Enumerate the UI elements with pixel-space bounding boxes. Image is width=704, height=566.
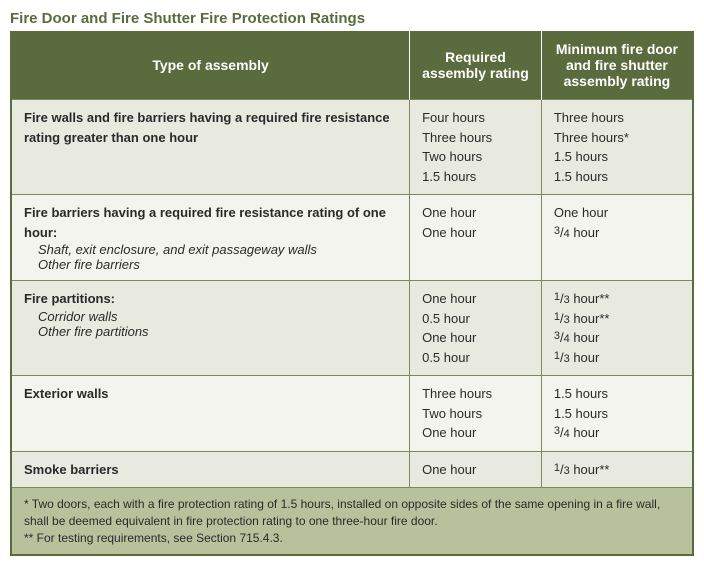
cell-minimum: 1/3 hour** bbox=[541, 451, 693, 488]
cell-required: Three hoursTwo hoursOne hour bbox=[410, 376, 542, 452]
cell-type: Fire walls and fire barriers having a re… bbox=[11, 100, 410, 195]
header-required: Required assembly rating bbox=[410, 31, 542, 100]
cell-required: Four hoursThree hoursTwo hours1.5 hours bbox=[410, 100, 542, 195]
table-row: Fire walls and fire barriers having a re… bbox=[11, 100, 693, 195]
cell-minimum: 1.5 hours1.5 hours3/4 hour bbox=[541, 376, 693, 452]
table-row: Fire partitions:Corridor wallsOther fire… bbox=[11, 281, 693, 376]
cell-type: Fire partitions:Corridor wallsOther fire… bbox=[11, 281, 410, 376]
ratings-table: Type of assembly Required assembly ratin… bbox=[10, 31, 694, 556]
cell-type: Fire barriers having a required fire res… bbox=[11, 195, 410, 281]
cell-minimum: Three hoursThree hours*1.5 hours1.5 hour… bbox=[541, 100, 693, 195]
table-row: Fire barriers having a required fire res… bbox=[11, 195, 693, 281]
header-minimum: Minimum fire door and fire shutter assem… bbox=[541, 31, 693, 100]
cell-required: One hour0.5 hourOne hour0.5 hour bbox=[410, 281, 542, 376]
table-row: Smoke barriersOne hour1/3 hour** bbox=[11, 451, 693, 488]
table-title: Fire Door and Fire Shutter Fire Protecti… bbox=[10, 10, 694, 27]
cell-minimum: 1/3 hour**1/3 hour**3/4 hour1/3 hour bbox=[541, 281, 693, 376]
cell-required: One hour bbox=[410, 451, 542, 488]
footnotes-cell: * Two doors, each with a fire protection… bbox=[11, 488, 693, 556]
cell-type: Smoke barriers bbox=[11, 451, 410, 488]
cell-required: One hourOne hour bbox=[410, 195, 542, 281]
footnotes-row: * Two doors, each with a fire protection… bbox=[11, 488, 693, 556]
cell-minimum: One hour3/4 hour bbox=[541, 195, 693, 281]
cell-type: Exterior walls bbox=[11, 376, 410, 452]
header-row: Type of assembly Required assembly ratin… bbox=[11, 31, 693, 100]
table-row: Exterior wallsThree hoursTwo hoursOne ho… bbox=[11, 376, 693, 452]
header-type: Type of assembly bbox=[11, 31, 410, 100]
